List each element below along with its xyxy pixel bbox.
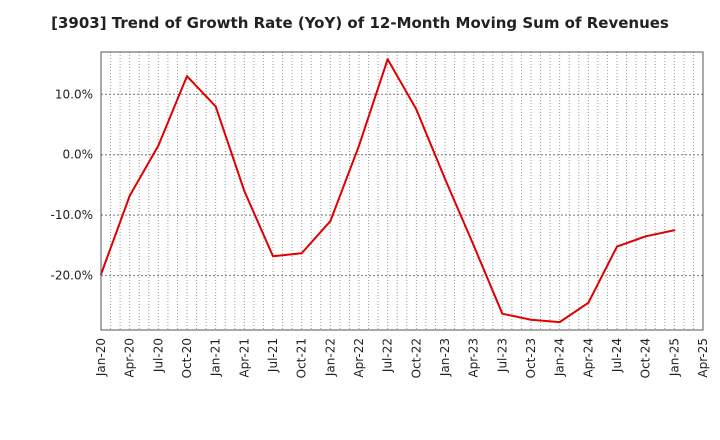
data-point xyxy=(186,75,188,78)
x-tick-label: Jan-24 xyxy=(553,338,567,377)
y-tick-label: -20.0% xyxy=(51,269,93,283)
x-tick-label: Oct-21 xyxy=(295,338,309,378)
x-tick-label: Oct-24 xyxy=(639,338,653,378)
x-tick-label: Jan-20 xyxy=(94,338,108,377)
plot-frame xyxy=(100,51,704,331)
x-tick-label: Oct-23 xyxy=(524,338,538,378)
data-point xyxy=(501,312,504,315)
x-tick-label: Apr-23 xyxy=(467,338,481,378)
x-tick-label: Apr-25 xyxy=(696,338,710,378)
data-point xyxy=(128,194,131,197)
x-tick-label: Oct-22 xyxy=(409,338,423,378)
data-point xyxy=(530,318,532,321)
x-axis-ticks: Jan-20 Apr-20 Jul-20 Oct-20 Jan-21 Apr-21 Jul-… xyxy=(94,338,710,378)
x-tick-label: Jan-22 xyxy=(323,338,337,377)
data-point xyxy=(214,105,217,108)
data-point xyxy=(386,58,389,61)
x-tick-label: Apr-24 xyxy=(581,338,595,378)
y-axis-ticks: 10.0% 0.0% -10.0% -20.0% xyxy=(51,87,93,282)
x-tick-label: Jul-24 xyxy=(610,338,624,373)
data-point xyxy=(272,255,274,258)
data-point xyxy=(415,108,418,111)
x-tick-label: Jan-23 xyxy=(438,338,452,377)
data-point xyxy=(673,229,676,232)
y-tick-label: -10.0% xyxy=(51,208,93,222)
x-tick-label: Oct-20 xyxy=(180,338,194,378)
y-tick-label: 0.0% xyxy=(63,148,94,162)
data-point xyxy=(558,321,561,324)
plot-background xyxy=(101,52,703,330)
x-tick-label: Jul-21 xyxy=(266,338,280,373)
x-tick-label: Jan-21 xyxy=(209,338,223,377)
data-point xyxy=(243,190,246,192)
series-points xyxy=(100,58,676,324)
x-tick-label: Apr-22 xyxy=(352,338,366,378)
x-tick-label: Jan-25 xyxy=(667,338,681,377)
chart-title: [3903] Trend of Growth Rate (YoY) of 12-… xyxy=(51,14,669,32)
data-point xyxy=(444,177,446,180)
x-tick-label: Jul-20 xyxy=(151,338,165,373)
data-point xyxy=(587,301,590,304)
data-point xyxy=(472,244,475,247)
data-point xyxy=(358,144,360,147)
data-point xyxy=(644,235,647,238)
x-tick-label: Apr-20 xyxy=(123,338,137,378)
data-point xyxy=(157,144,160,147)
x-tick-label: Jul-22 xyxy=(381,338,395,373)
data-point xyxy=(300,252,303,255)
x-tick-label: Apr-21 xyxy=(237,338,251,378)
data-point xyxy=(329,220,332,223)
y-tick-label: 10.0% xyxy=(55,87,93,101)
data-point xyxy=(616,245,618,248)
x-tick-label: Jul-23 xyxy=(495,338,509,373)
